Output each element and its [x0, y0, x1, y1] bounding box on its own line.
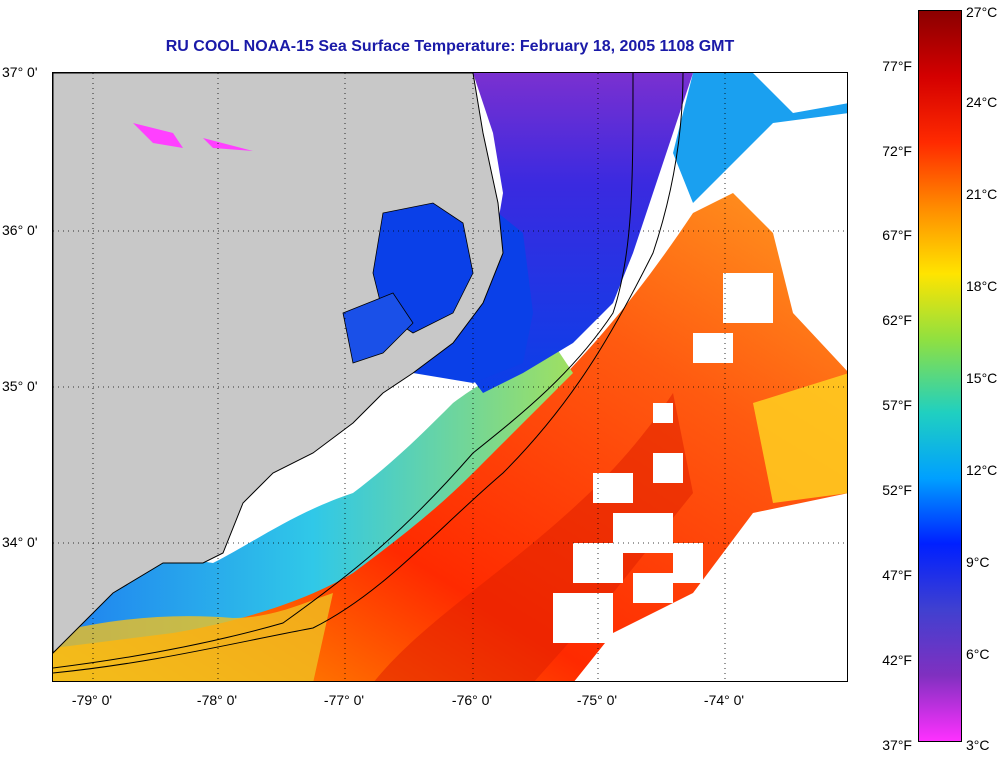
sst-map-canvas	[53, 73, 847, 681]
colorbar-label-c: 21°C	[966, 186, 998, 202]
map-title: RU COOL NOAA-15 Sea Surface Temperature:…	[165, 38, 735, 55]
lon-label-77: -77° 0'	[323, 692, 365, 708]
warm-eddy	[753, 373, 847, 503]
lon-label-78: -78° 0'	[196, 692, 238, 708]
lat-label-37: 37° 0'	[2, 64, 38, 80]
colorbar-label-f: 72°F	[882, 143, 912, 159]
lat-label-34: 34° 0'	[2, 534, 38, 550]
lat-lon-grid	[53, 73, 847, 681]
warm-shelf-water	[53, 593, 333, 681]
sst-map	[52, 72, 848, 682]
isobaths	[53, 73, 684, 674]
colorbar-label-f: 62°F	[882, 312, 912, 328]
pamlico-river	[342, 292, 414, 364]
colorbar-label-c: 3°C	[966, 737, 990, 753]
isobath-120ft	[53, 73, 634, 669]
colorbar-label-f: 47°F	[882, 567, 912, 583]
colorbar-label-f: 67°F	[882, 227, 912, 243]
inland-lake	[133, 123, 183, 148]
lat-label-36: 36° 0'	[2, 222, 38, 238]
lon-label-79: -79° 0'	[71, 692, 113, 708]
colorbar-label-c: 15°C	[966, 370, 998, 386]
gulf-stream-water	[53, 193, 847, 681]
lon-label-74: -74° 0'	[703, 692, 745, 708]
northern-cloud	[753, 73, 847, 113]
lat-label-35: 35° 0'	[2, 378, 38, 394]
colorbar-label-c: 9°C	[966, 554, 990, 570]
colorbar-label-f: 37°F	[882, 737, 912, 753]
colorbar-label-f: 42°F	[882, 652, 912, 668]
isobath-600ft	[53, 73, 684, 674]
colorbar-label-c: 24°C	[966, 94, 998, 110]
colorbar-label-f: 57°F	[882, 397, 912, 413]
inland-lake-2	[203, 138, 253, 151]
lon-label-75: -75° 0'	[576, 692, 618, 708]
temperature-colorbar	[918, 10, 962, 742]
shelf-water	[53, 343, 573, 648]
colorbar-label-f: 52°F	[882, 482, 912, 498]
lon-label-76: -76° 0'	[451, 692, 493, 708]
gulf-stream-core	[374, 393, 693, 681]
colorbar-label-f: 77°F	[882, 58, 912, 74]
colorbar-label-c: 18°C	[966, 278, 998, 294]
colorbar-label-c: 12°C	[966, 462, 998, 478]
colorbar-label-c: 27°C	[966, 4, 998, 20]
cloud-speckles	[553, 273, 847, 681]
colorbar-label-c: 6°C	[966, 646, 990, 662]
